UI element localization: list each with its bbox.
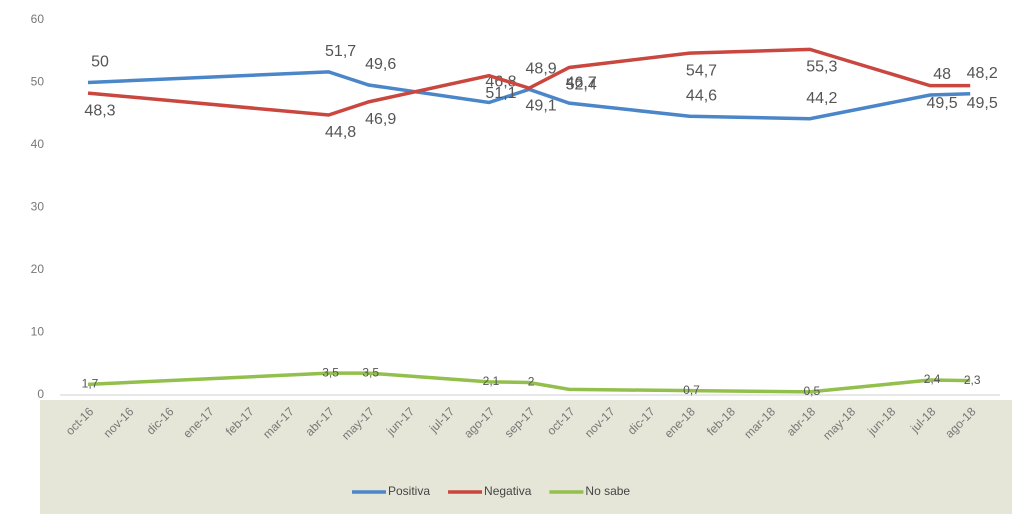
data-label: 44,8 [325,124,356,141]
data-label: 48,3 [84,102,115,119]
data-label: 2,1 [483,374,500,388]
data-label: 44,6 [686,87,717,104]
series-line [87,70,971,121]
legend-label: Positiva [388,484,430,498]
data-label: 54,7 [686,62,717,79]
data-label: 2,3 [964,373,981,387]
data-label: 44,2 [806,90,837,107]
data-label: 1,7 [82,377,99,391]
data-label: 3,5 [362,365,379,379]
series-line [87,47,971,117]
series-line [87,371,971,394]
data-label: 49,5 [927,95,958,112]
data-label: 2 [528,375,535,389]
y-tick-label: 50 [31,75,45,89]
data-label: 48 [933,66,951,83]
data-label: 55,3 [806,59,837,76]
data-label: 51,7 [325,43,356,60]
data-label: 3,5 [322,365,339,379]
y-tick-label: 60 [31,12,45,26]
data-label: 48,2 [967,65,998,82]
data-label: 46,9 [365,111,396,128]
legend-label: Negativa [484,484,532,498]
data-label: 52,4 [566,77,597,94]
y-tick-label: 20 [31,262,45,276]
data-label: 46,7 [566,74,597,91]
axis-band [40,400,1012,514]
data-label: 49,6 [365,56,396,73]
data-label: 49,1 [526,97,557,114]
y-tick-label: 0 [37,387,44,401]
data-label: 0,7 [683,383,700,397]
y-tick-label: 10 [31,325,45,339]
legend-label: No sabe [585,484,630,498]
data-label: 0,5 [803,384,820,398]
data-label: 50 [91,54,109,71]
data-label: 51,1 [485,85,516,102]
y-tick-label: 40 [31,137,45,151]
data-label: 2,4 [924,372,941,386]
y-tick-label: 30 [31,200,45,214]
data-label: 48,9 [526,61,557,78]
data-label: 49,5 [967,95,998,112]
